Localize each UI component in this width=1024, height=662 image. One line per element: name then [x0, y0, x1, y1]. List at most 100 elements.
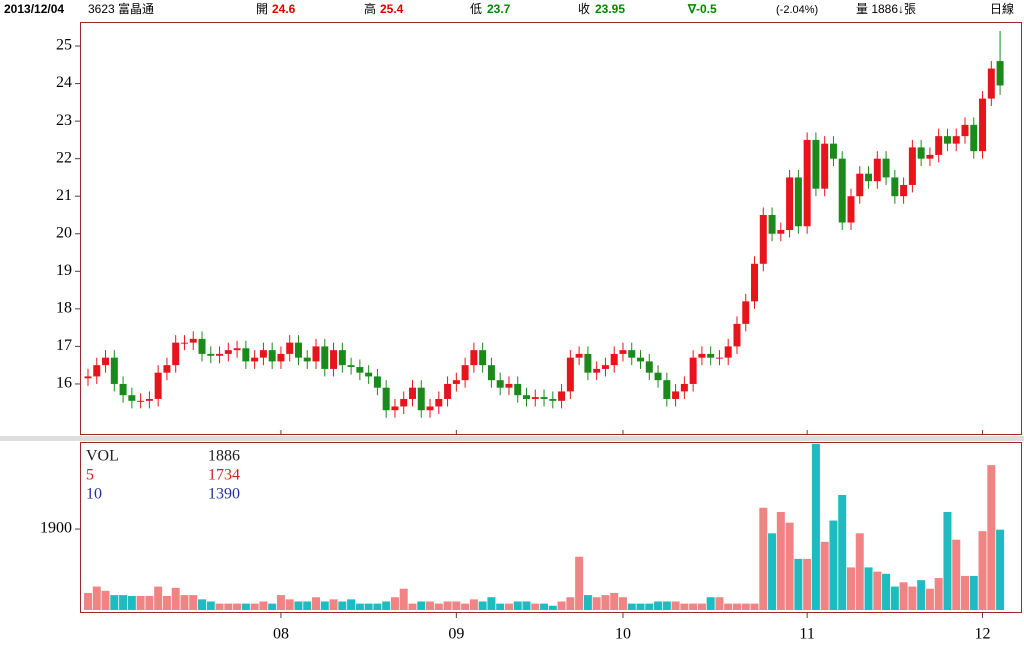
candle-body: [970, 124, 978, 152]
candle-body: [347, 365, 355, 368]
candle-body: [137, 400, 145, 402]
volume-bar: [662, 601, 671, 610]
volume-bar: [732, 603, 741, 610]
high: 25.4: [380, 2, 404, 16]
candle-body: [444, 383, 452, 399]
candle-body: [584, 353, 592, 373]
volume-bar: [846, 567, 855, 610]
y-tick-label: 17: [56, 337, 72, 354]
volume-bar: [689, 603, 698, 610]
candle-body: [479, 350, 487, 366]
volume-bar: [759, 507, 768, 610]
candle-body: [628, 350, 636, 358]
volume-bar: [198, 599, 207, 610]
candle-body: [356, 367, 364, 373]
low-label: 低: [470, 2, 482, 16]
candle-body: [593, 368, 601, 373]
candle-body: [812, 139, 820, 189]
candle-body: [707, 353, 715, 358]
candle-body: [566, 357, 574, 392]
candle-body: [987, 68, 995, 99]
y-tick-label: 22: [56, 149, 72, 166]
volume-bar: [969, 575, 978, 610]
volume-bar: [127, 595, 136, 610]
stock: 3623 富晶通: [88, 1, 154, 16]
close-label: 收: [578, 2, 590, 16]
volume-bar: [575, 556, 584, 610]
volume-bar: [461, 603, 470, 610]
candle-body: [180, 342, 188, 344]
volume-bar: [776, 512, 785, 610]
volume-bar: [180, 595, 189, 610]
volume-bar: [557, 601, 566, 610]
volume-bar: [838, 494, 847, 610]
volume-bar: [522, 601, 531, 610]
volume-bar: [215, 603, 224, 610]
x-tick-label: 10: [615, 626, 631, 643]
volume-bar: [952, 539, 961, 610]
change: ∇-0.5: [687, 2, 717, 16]
candle-body: [610, 353, 618, 366]
volume-bar: [417, 601, 426, 610]
candle-body: [224, 350, 232, 354]
volume-bar: [741, 603, 750, 610]
candle-body: [917, 147, 925, 159]
candle-body: [417, 387, 425, 411]
volume-bar: [803, 558, 812, 610]
candle-body: [803, 139, 811, 227]
candle-body: [961, 124, 969, 137]
vol-legend-value: 1390: [208, 486, 240, 503]
volume-bar: [618, 597, 627, 610]
volume-bar: [531, 603, 540, 610]
candle-body: [294, 342, 302, 358]
y-tick-label: 20: [56, 224, 72, 241]
candle-body: [242, 348, 250, 362]
volume-bar: [408, 603, 417, 610]
candle-body: [514, 383, 522, 396]
candle-body: [338, 350, 346, 366]
candle-body: [303, 357, 311, 362]
candle-body: [365, 372, 373, 377]
volume-bar: [540, 603, 549, 610]
candle-body: [900, 184, 908, 197]
volume-bar: [276, 595, 285, 610]
volume-bar: [882, 573, 891, 610]
candle-body: [742, 301, 750, 324]
candle-body: [979, 98, 987, 152]
volume-bar: [259, 601, 268, 610]
volume-bar: [189, 595, 198, 610]
candle-body: [198, 338, 206, 354]
candle-body: [452, 380, 460, 384]
volume-bar: [978, 531, 987, 610]
candle-body: [496, 380, 504, 388]
volume-bar: [294, 601, 303, 610]
vol-legend-value: 1734: [208, 467, 240, 484]
volume-bar: [934, 578, 943, 610]
volume-bar: [908, 586, 917, 610]
candle-body: [84, 376, 92, 379]
candle-body: [277, 353, 285, 362]
vol-legend-name: 5: [86, 467, 94, 484]
candle-body: [715, 357, 723, 359]
candle-body: [829, 143, 837, 159]
candle-body: [382, 387, 390, 411]
candle-body: [838, 158, 846, 223]
volume-bar: [364, 603, 373, 610]
candle-body: [943, 136, 951, 144]
y-tick-label: 24: [56, 74, 72, 91]
header: 2013/12/04 3623 富晶通 開 24.6 高 25.4 低 23.7…: [4, 1, 1014, 16]
candle-body: [110, 357, 118, 384]
price-panel: [80, 22, 1022, 435]
x-tick-label: 09: [448, 626, 464, 643]
candle-body: [926, 154, 934, 159]
y-tick-label: 16: [56, 375, 72, 392]
y-tick-label: 23: [56, 112, 72, 129]
candle-body: [654, 372, 662, 381]
candle-body: [312, 346, 320, 362]
x-tick-label: 12: [975, 626, 991, 643]
volume-bar: [233, 603, 242, 610]
candle-body: [470, 350, 478, 366]
volume-bar: [636, 603, 645, 610]
volume-bar: [206, 601, 215, 610]
separator: [0, 436, 1024, 441]
